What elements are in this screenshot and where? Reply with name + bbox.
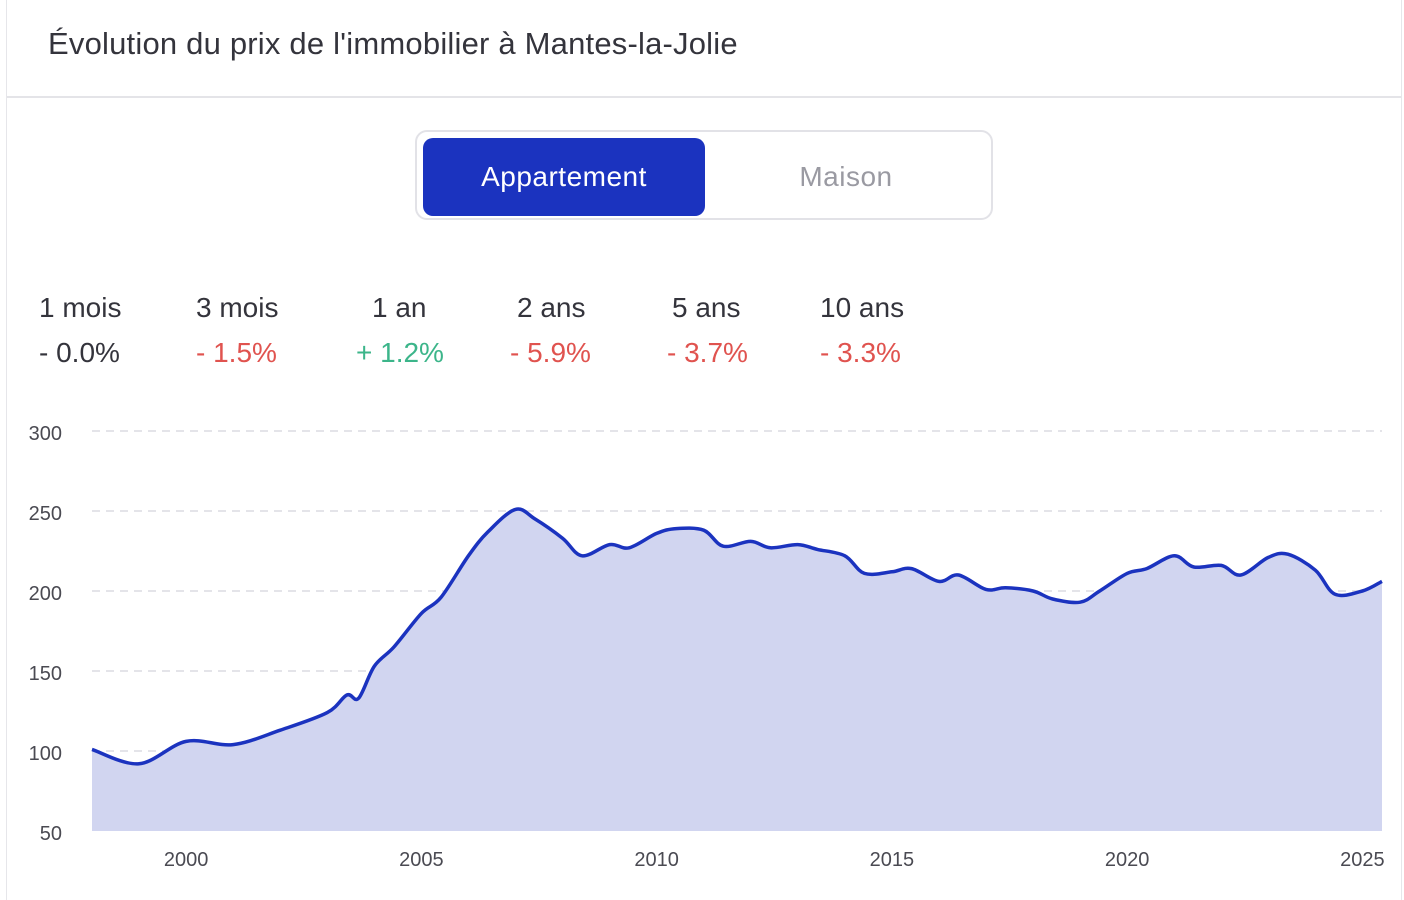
toggle-appartement-button[interactable]: Appartement <box>423 138 705 216</box>
x-tick-label: 2005 <box>399 849 444 871</box>
series-line <box>91 507 1383 766</box>
stat-change-value: - 5.9% <box>510 337 591 368</box>
x-tick-label: 2025 <box>1340 849 1385 871</box>
stat-1-mois: 1 mois - 0.0% <box>39 292 121 369</box>
x-tick-label: 2010 <box>634 849 679 871</box>
stat-2-ans: 2 ans - 5.9% <box>510 292 591 369</box>
property-type-toggle: Appartement Maison <box>415 130 993 220</box>
y-tick-label: 150 <box>29 663 62 685</box>
y-tick-label: 100 <box>29 743 62 765</box>
stat-period-label: 10 ans <box>820 292 905 323</box>
stat-change-value: - 3.7% <box>667 337 748 368</box>
price-evolution-card: Évolution du prix de l'immobilier à Mant… <box>6 0 1402 900</box>
price-change-stats: 1 mois - 0.0% 3 mois - 1.5% 1 an + 1.2% … <box>7 292 1401 382</box>
stat-1-an: 1 an + 1.2% <box>356 292 444 369</box>
stat-period-label: 1 mois <box>39 292 122 323</box>
x-tick-label: 2020 <box>1105 849 1150 871</box>
stat-period-label: 1 an <box>372 292 427 323</box>
stat-period-label: 2 ans <box>517 292 586 323</box>
stat-change-value: - 3.3% <box>820 337 901 368</box>
stat-change-value: + 1.2% <box>356 337 444 368</box>
x-tick-label: 2000 <box>164 849 209 871</box>
y-tick-label: 250 <box>29 503 62 525</box>
stat-5-ans: 5 ans - 3.7% <box>667 292 748 369</box>
x-tick-label: 2015 <box>870 849 915 871</box>
series-area-fill <box>92 509 1382 831</box>
y-tick-label: 300 <box>29 423 62 445</box>
stat-10-ans: 10 ans - 3.3% <box>820 292 904 369</box>
stat-change-value: - 0.0% <box>39 337 120 368</box>
y-tick-label: 50 <box>40 823 62 845</box>
stat-period-label: 3 mois <box>196 292 279 323</box>
toggle-maison-button[interactable]: Maison <box>705 138 987 216</box>
stat-3-mois: 3 mois - 1.5% <box>196 292 278 369</box>
price-area-chart: 300 250 200 150 100 50 2000 2005 2010 2015 2020 202… <box>29 423 1385 871</box>
page-title: Évolution du prix de l'immobilier à Mant… <box>48 26 738 61</box>
stat-period-label: 5 ans <box>672 292 741 323</box>
y-tick-label: 200 <box>29 583 62 605</box>
stat-change-value: - 1.5% <box>196 337 277 368</box>
card-header: Évolution du prix de l'immobilier à Mant… <box>7 0 1401 98</box>
